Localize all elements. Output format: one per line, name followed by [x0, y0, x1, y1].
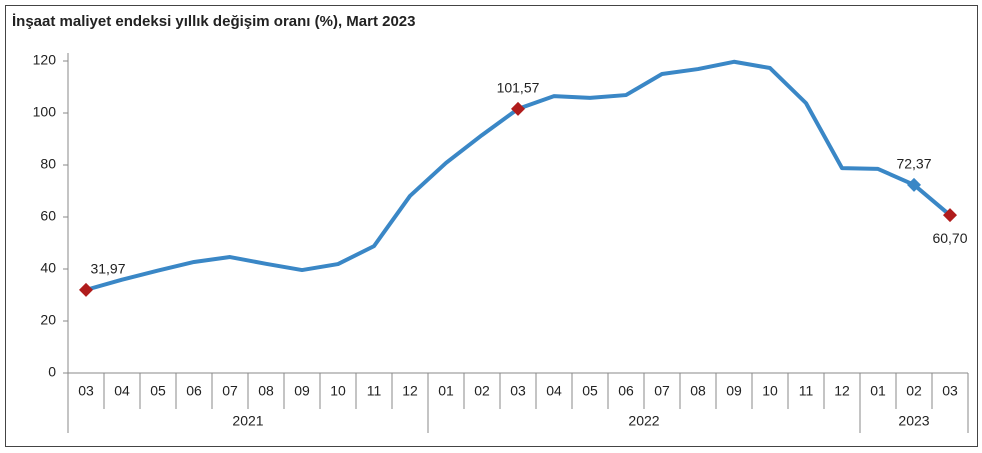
y-tick-label: 20: [40, 312, 56, 328]
x-tick-label: 08: [690, 383, 706, 399]
x-tick-label: 07: [222, 383, 238, 399]
x-tick-label: 11: [799, 383, 814, 399]
x-tick-label: 05: [582, 383, 598, 399]
x-tick-label: 12: [834, 383, 850, 399]
x-tick-label: 04: [546, 383, 562, 399]
data-label: 60,70: [932, 230, 967, 246]
y-tick-label: 120: [33, 52, 57, 68]
x-tick-label: 05: [150, 383, 166, 399]
marker: [907, 177, 921, 192]
y-tick-label: 80: [40, 156, 56, 172]
chart-frame: [5, 5, 978, 447]
data-label: 101,57: [497, 80, 540, 96]
x-tick-label: 02: [906, 383, 922, 399]
y-tick-label: 40: [40, 260, 56, 276]
marker: [79, 282, 93, 297]
x-tick-label: 08: [258, 383, 274, 399]
x-tick-label: 11: [367, 383, 382, 399]
x-tick-label: 09: [726, 383, 742, 399]
x-tick-label: 04: [114, 383, 130, 399]
y-tick-label: 60: [40, 208, 56, 224]
y-tick-label: 100: [33, 104, 57, 120]
chart-title: İnşaat maliyet endeksi yıllık değişim or…: [12, 13, 416, 30]
x-group-label: 2023: [898, 413, 929, 429]
x-tick-label: 01: [870, 383, 886, 399]
x-tick-label: 03: [78, 383, 94, 399]
x-tick-label: 03: [510, 383, 526, 399]
x-tick-label: 10: [762, 383, 778, 399]
y-tick-label: 0: [48, 364, 56, 380]
data-label: 72,37: [896, 156, 931, 172]
x-tick-label: 06: [186, 383, 202, 399]
x-tick-label: 12: [402, 383, 418, 399]
x-tick-label: 06: [618, 383, 634, 399]
marker: [943, 208, 957, 223]
x-group-label: 2022: [628, 413, 659, 429]
x-tick-label: 09: [294, 383, 310, 399]
x-group-label: 2021: [232, 413, 263, 429]
marker: [511, 101, 525, 116]
x-tick-label: 10: [330, 383, 346, 399]
data-label: 31,97: [90, 261, 125, 277]
x-tick-label: 02: [474, 383, 490, 399]
x-tick-label: 03: [942, 383, 958, 399]
x-tick-label: 07: [654, 383, 670, 399]
x-tick-label: 01: [438, 383, 454, 399]
